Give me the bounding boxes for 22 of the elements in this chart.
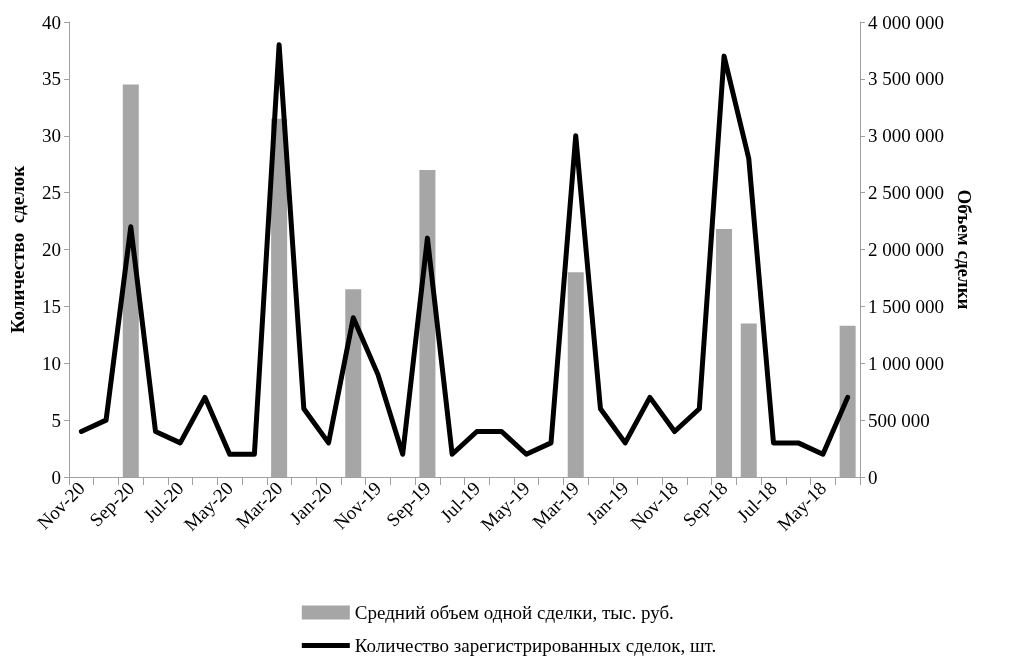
legend-label: Количество зарегистрированных сделок, шт. <box>354 635 717 656</box>
y2-tick-label: 3 000 000 <box>868 125 944 147</box>
y2-tick-label: 500 000 <box>868 409 930 431</box>
legend-label: Средний объем одной сделки, тыс. руб. <box>354 602 674 623</box>
y-tick-label: 40 <box>42 11 61 33</box>
y-tick-label: 30 <box>42 125 61 147</box>
y-tick-label: 0 <box>51 466 61 488</box>
y2-tick-label: 4 000 000 <box>868 11 944 33</box>
y2-tick-label: 3 500 000 <box>868 68 944 90</box>
y-tick-label: 20 <box>42 239 61 260</box>
y2-tick-label: 2 500 000 <box>868 182 944 204</box>
y2-tick-label: 0 <box>868 466 878 488</box>
y-axis-title: Количество сделок <box>7 165 28 334</box>
y-tick-label: 25 <box>42 182 61 204</box>
y-tick-label: 15 <box>42 295 61 317</box>
y-tick-label: 35 <box>42 68 61 90</box>
y2-tick-label: 1 000 000 <box>868 352 944 374</box>
y-tick-label: 5 <box>51 409 61 431</box>
y2-axis-title: Объем сделки <box>953 189 975 310</box>
y2-tick-label: 1 500 000 <box>868 295 944 317</box>
y-tick-label: 10 <box>42 352 61 374</box>
y2-tick-label: 2 000 000 <box>868 239 944 260</box>
